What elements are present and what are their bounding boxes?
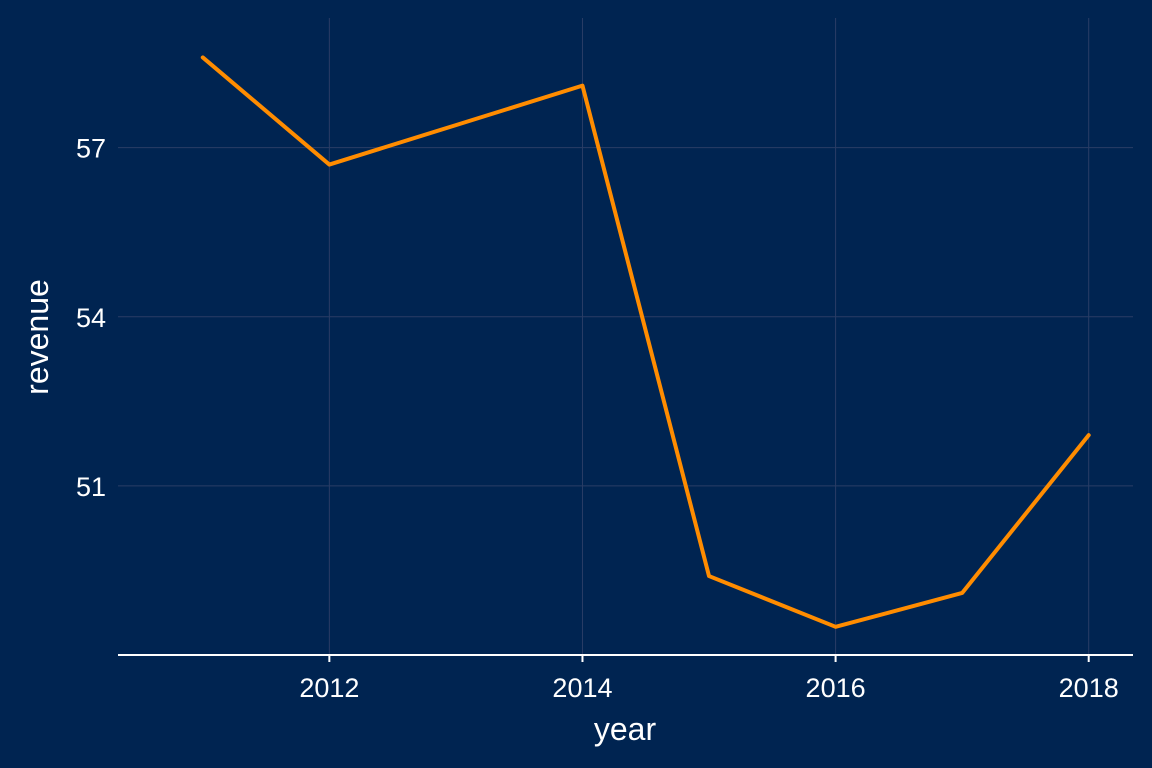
grid-lines xyxy=(118,18,1133,655)
y-tick-label: 57 xyxy=(76,134,106,164)
y-axis-label: revenue xyxy=(19,279,55,395)
series-lines xyxy=(200,55,1091,629)
y-tick-label: 51 xyxy=(76,472,106,502)
x-tick-label: 2016 xyxy=(806,673,866,703)
series-line-0 xyxy=(200,55,1091,629)
x-tick-label: 2012 xyxy=(299,673,359,703)
tick-labels: 2012 2014 2016 2018 51 54 57 xyxy=(76,134,1119,703)
axes xyxy=(118,654,1133,662)
x-tick-label: 2014 xyxy=(552,673,612,703)
x-axis-label: year xyxy=(594,711,657,747)
y-tick-label: 54 xyxy=(76,303,106,333)
x-tick-label: 2018 xyxy=(1059,673,1119,703)
